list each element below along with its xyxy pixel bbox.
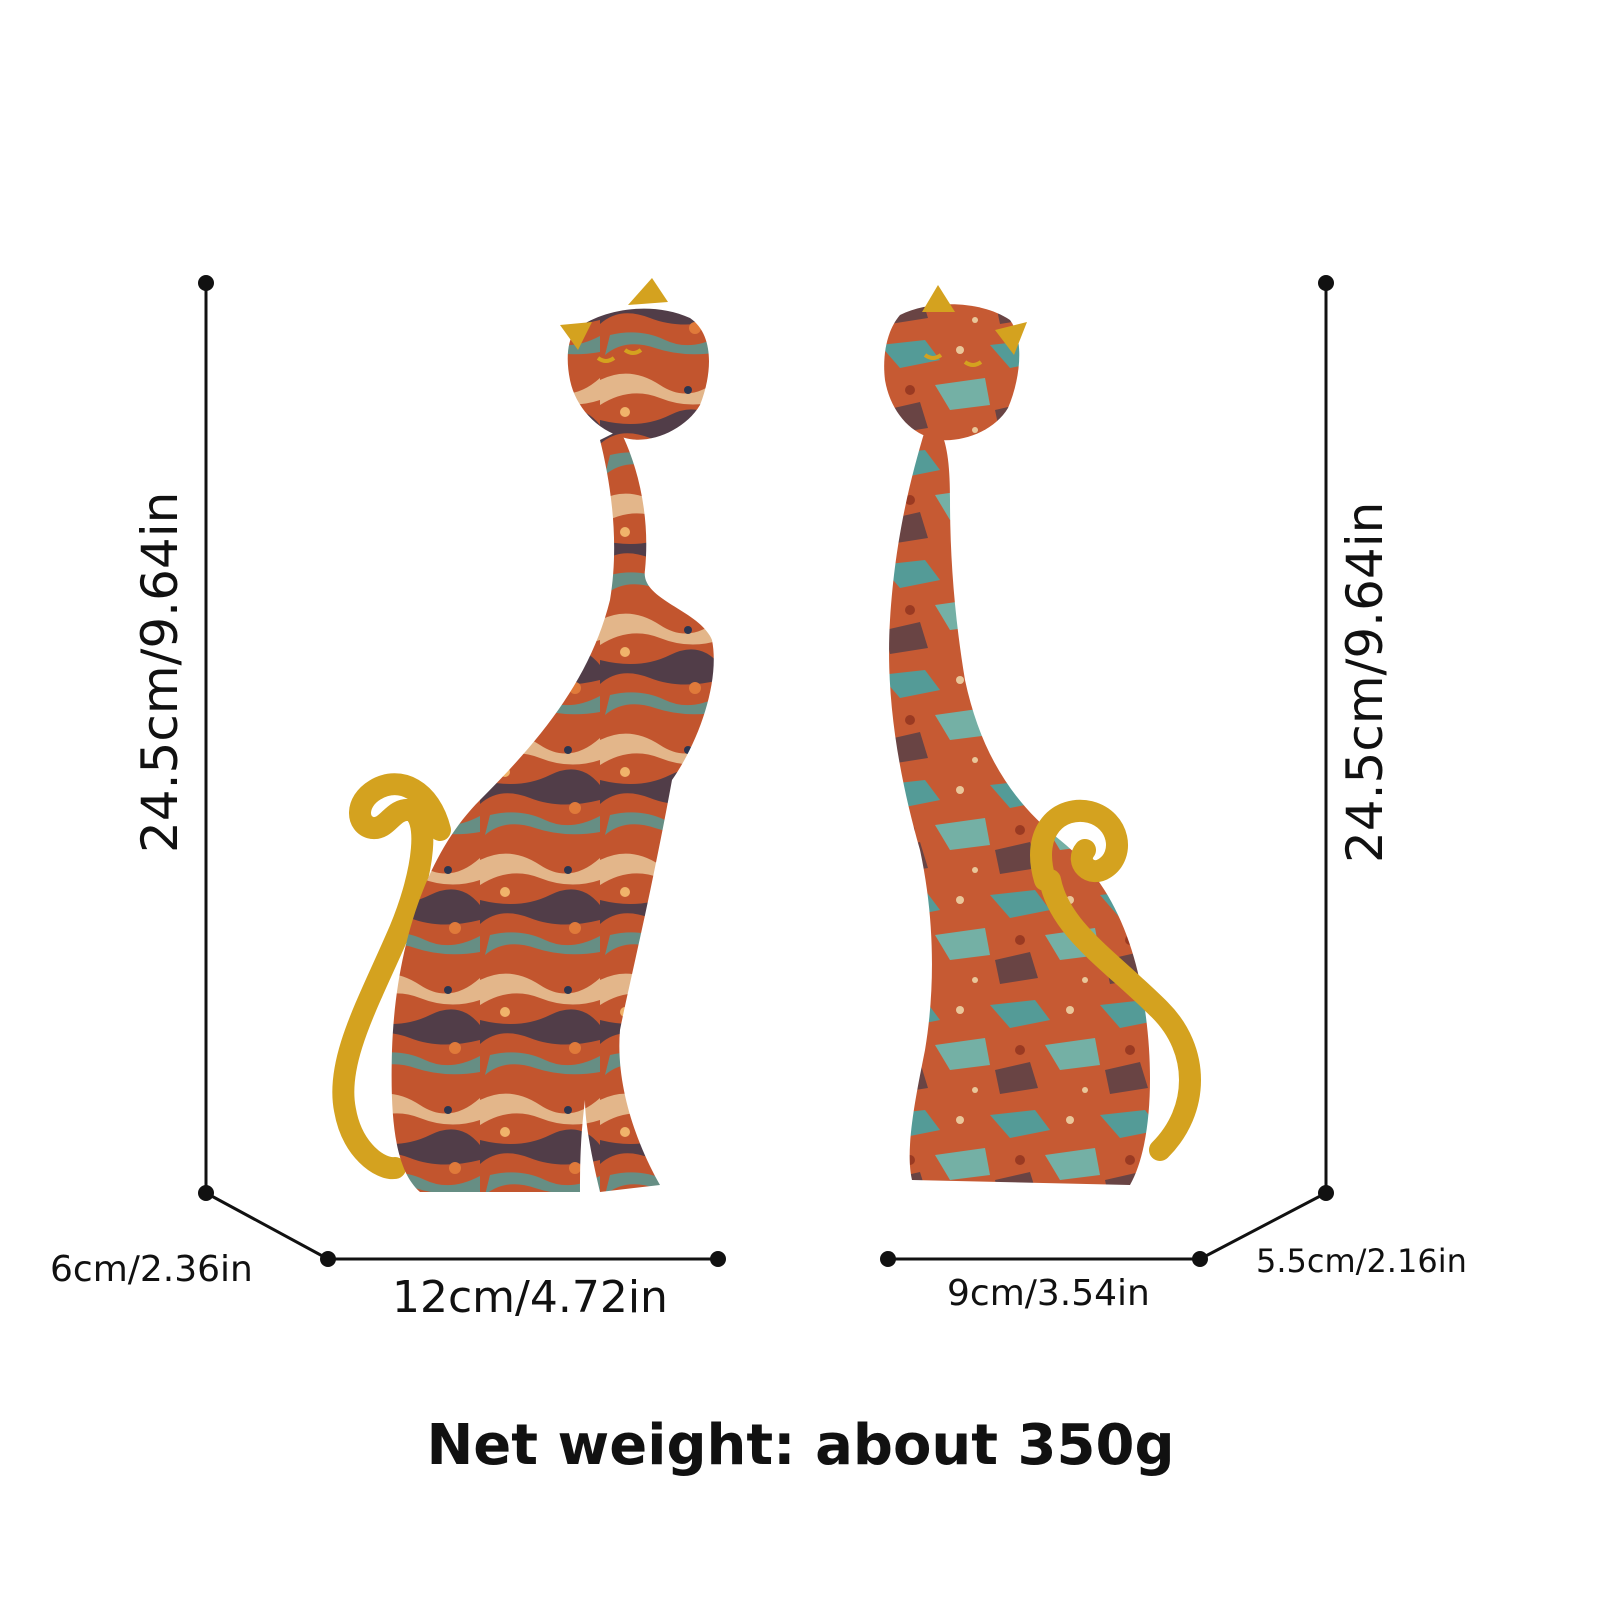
left-height-label: 24.5cm/9.64in [131,491,189,853]
right-height-label: 24.5cm/9.64in [1336,501,1394,863]
right-dimension-points [880,275,1334,1267]
dimension-point [198,275,214,291]
left-depth-label: 6cm/2.36in [50,1249,253,1290]
dimension-point [198,1185,214,1201]
dimension-point [880,1251,896,1267]
left-dimension-lines [204,283,718,1261]
left-dimension-points [198,275,726,1267]
dimension-point [1318,275,1334,291]
right-width-label: 9cm/3.54in [947,1273,1150,1314]
dimension-point [710,1251,726,1267]
net-weight-label: Net weight: about 350g [426,1413,1175,1478]
dimension-point [320,1251,336,1267]
right-depth-label: 5.5cm/2.16in [1256,1242,1467,1280]
right-dimension-lines [888,283,1328,1261]
dimension-point [1192,1251,1208,1267]
left-cat-figurine-icon [332,278,714,1192]
dimension-point [1318,1185,1334,1201]
right-cat-figurine-icon [884,285,1201,1185]
left-width-label: 12cm/4.72in [392,1272,668,1323]
